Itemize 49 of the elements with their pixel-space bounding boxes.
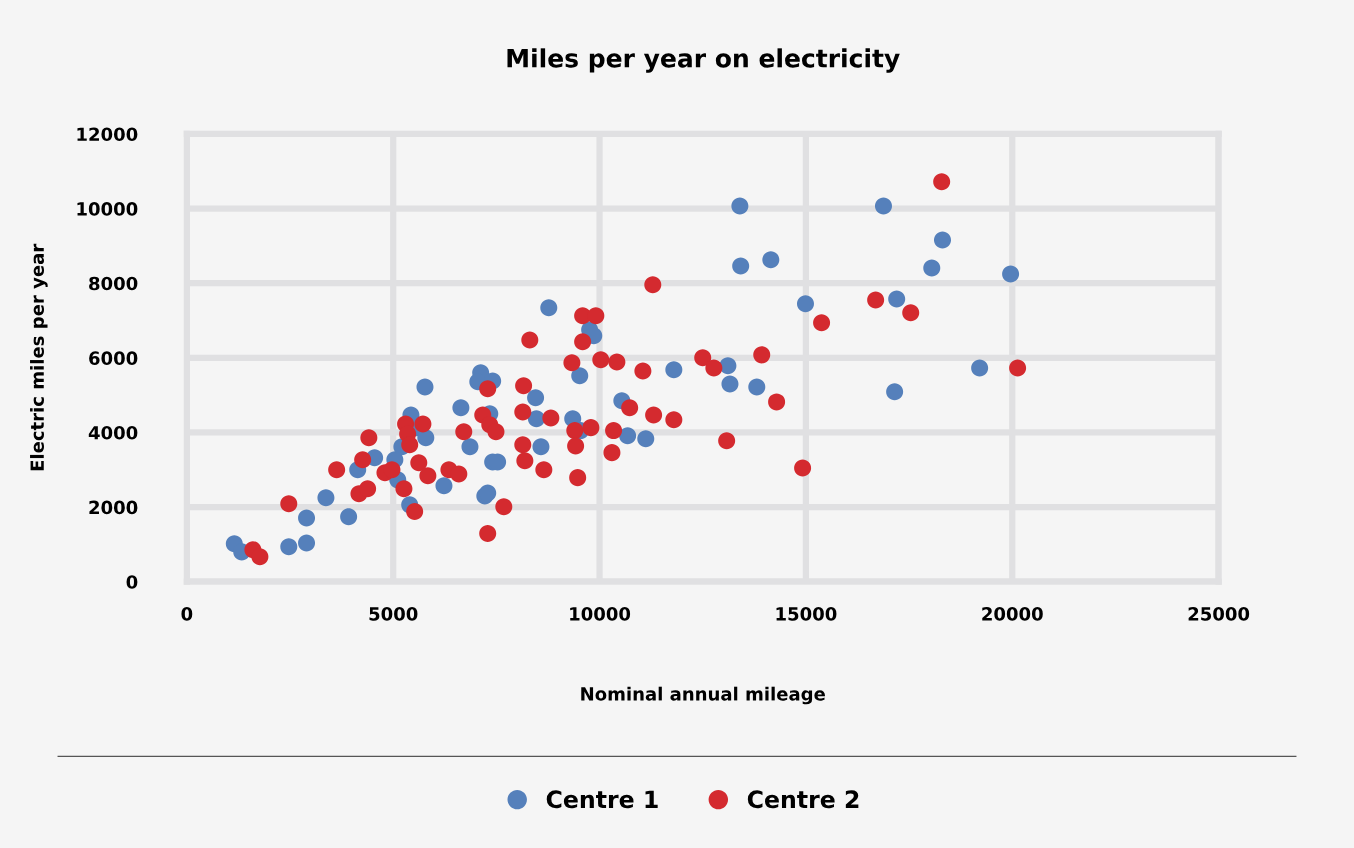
chart-title: Miles per year on electricity [507,48,900,73]
point [888,290,906,308]
point [762,251,780,269]
y-tick-label: 8000 [89,276,138,291]
point [340,508,358,526]
x-tick-label: 10000 [570,607,631,621]
point [571,367,589,385]
y-tick-label: 4000 [88,425,138,440]
point [435,477,453,495]
point [280,538,298,556]
point [748,378,766,396]
y-tick-label: 6000 [89,351,138,365]
point [298,509,316,527]
point [417,429,435,447]
point [298,534,316,552]
point [665,361,683,379]
y-tick-label: 0 [126,575,138,589]
legend-label: Centre 1 [546,790,658,809]
y-tick-label: 10000 [77,202,138,216]
legend-label: Centre 2 [747,790,859,809]
point [637,430,655,448]
point [532,438,550,456]
point [1002,265,1020,283]
point [452,399,470,417]
x-axis-title: Nominal annual mileage [581,686,825,705]
point [719,357,737,375]
point [721,375,739,393]
point [527,389,545,407]
point [619,427,637,445]
point [461,438,479,456]
point [796,295,814,313]
y-axis-title: Electric miles per year [30,243,48,471]
point [731,197,749,215]
point [923,259,941,277]
x-tick-label: 0 [181,607,193,621]
point [317,489,335,507]
y-tick-label: 12000 [77,127,138,142]
y-tick-label: 2000 [89,500,138,515]
x-tick-label: 25000 [1188,607,1250,621]
point [874,197,892,215]
point [416,378,434,396]
x-tick-label: 5000 [369,607,418,621]
point [732,257,750,275]
x-tick-label: 20000 [982,607,1043,621]
point [934,231,952,249]
point [971,359,989,377]
x-tick-label: 15000 [776,607,837,621]
point [886,383,904,401]
point [540,299,558,317]
